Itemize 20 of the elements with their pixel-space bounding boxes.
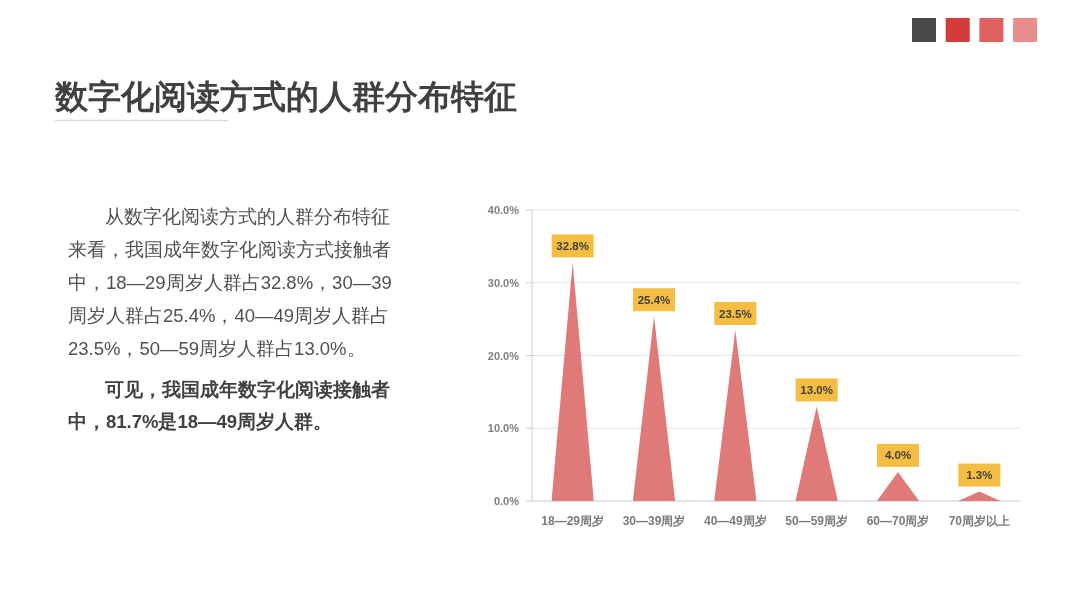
data-label: 32.8% — [556, 239, 589, 252]
chart-title: 数字化阅读方式的人群分布特征 — [54, 77, 517, 115]
x-tick-label: 30—39周岁 — [622, 514, 686, 528]
text: 可见，我国成年数字化阅读接触者中，81.7%是18—49周岁人群。 — [68, 378, 391, 434]
y-tick-label: 30.0% — [487, 276, 520, 289]
y-tick-label: 40.0% — [487, 204, 520, 216]
x-tick-label: 18—29周岁 — [541, 514, 605, 528]
x-tick-label: 50—59周岁 — [785, 514, 849, 528]
data-label: 25.4% — [637, 293, 671, 306]
y-tick-label: 0.0% — [493, 495, 520, 507]
x-tick-label: 40—49周岁 — [703, 514, 767, 528]
x-tick-label: 60—70周岁 — [866, 514, 930, 528]
y-tick-label: 20.0% — [487, 349, 520, 362]
data-label: 23.5% — [719, 307, 752, 320]
y-tick-label: 10.0% — [487, 422, 520, 435]
data-label: 4.0% — [884, 449, 912, 462]
data-label: 13.0% — [800, 383, 833, 396]
x-tick-label: 70周岁以上 — [948, 514, 1011, 528]
data-label: 1.3% — [966, 469, 993, 482]
text: 从数字化阅读方式的人群分布特征来看，我国成年数字化阅读方式接触者中，18—29周岁人群占32.8%，30—39周岁人群占25.4%，40—49周岁人群占23.5%，50—59周岁人群占13.0%。 — [68, 205, 393, 361]
